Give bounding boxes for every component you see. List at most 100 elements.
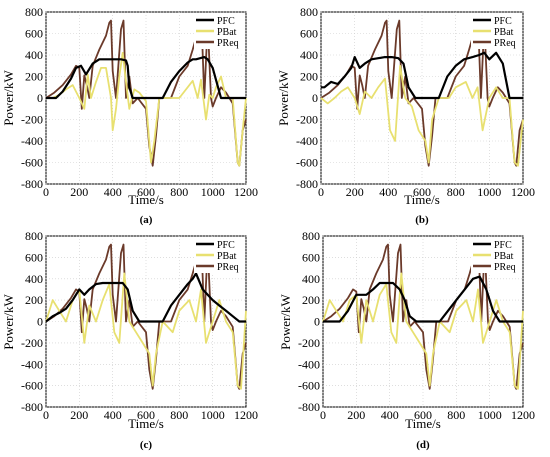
panel-d-xtick-label: 0 [320,408,326,422]
panel-c-caption: (c) [140,439,153,451]
panel-b-ylabel: Power/kW [276,69,291,125]
panel-a-xlabel: Time/s [128,192,164,207]
panel-d-legend-label-pfc: PFC [494,240,512,251]
panel-c-xtick-label: 400 [104,408,122,422]
panel-b-ytick-label: 200 [300,70,318,84]
panel-c-xtick-label: 200 [70,408,88,422]
panel-a-ytick-label: -800 [21,177,43,191]
panel-a-legend-label-preq: PReq [217,38,239,49]
panel-c-series-pfc [45,272,246,323]
panel-d-legend-label-preq: PReq [494,262,516,273]
panel-b-ticks: 0 200 400 600 800 1000 1200 -800 -600 -400 -200 0 20… [296,5,535,199]
panel-c-legend-label-preq: PReq [217,262,239,273]
panel-a-ytick-label: -200 [21,113,43,127]
panel-b-xtick-label: 1000 [477,185,501,199]
panel-d-xtick-label: 200 [347,408,365,422]
panel-c-ytick-label: 800 [25,229,43,243]
panel-d-ticks: 0 200 400 600 800 1000 1200 -800 -600 -400 -200 0 20… [298,229,535,422]
panel-c-xtick-label: 1200 [234,408,258,422]
panel-d-ytick-label: -800 [298,400,320,414]
panel-d-series [322,243,524,390]
panel-b-ytick-label: 800 [300,5,318,19]
panel-c-legend-label-pfc: PFC [217,240,235,251]
panel-a-xtick-label: 600 [137,185,155,199]
panel-d: 0 200 400 600 800 1000 1200 -800 -600 -400 -200 0 20… [278,229,535,451]
panel-b-ytick-label: -400 [296,134,318,148]
panel-a-caption: (a) [140,214,153,226]
panel-b-series-pfc [321,51,523,100]
panel-a-ytick-label: 200 [25,70,43,84]
panel-c-xtick-label: 800 [170,408,188,422]
panel-d-caption: (d) [416,439,430,451]
panel-d-xlabel: Time/s [405,416,441,431]
panel-a-legend-label-pfc: PFC [217,16,235,27]
panel-b-ytick-label: -600 [296,156,318,170]
panel-d-xtick-label: 800 [447,408,465,422]
panel-a-ytick-label: 0 [37,91,43,105]
panel-b-legend-label-pbat: PBat [494,27,514,38]
panel-a-xtick-label: 800 [170,185,188,199]
panel-d-ytick-label: 400 [302,272,320,286]
panel-d-ytick-label: 200 [302,293,320,307]
panel-a-xtick-label: 1200 [234,185,258,199]
panel-a-series [45,19,247,167]
panel-c-xtick-label: 0 [43,408,49,422]
panel-a-xtick-label: 0 [43,185,49,199]
panel-b-ytick-label: 600 [300,27,318,41]
panel-b-xtick-label: 0 [318,185,324,199]
panel-d-series-pfc [323,275,523,323]
panel-a-ytick-label: 400 [25,48,43,62]
panel-b-series-pbat [320,64,524,167]
panel-b-xtick-label: 600 [413,185,431,199]
panel-d-legend-label-pbat: PBat [494,251,514,262]
panel-b-legend-label-preq: PReq [494,38,516,49]
panel-a-ticks: 0 200 400 600 800 1000 1200 -800 -600 -400 -200 0 20… [21,5,258,199]
panel-d-ytick-label: 600 [302,250,320,264]
panel-d-ytick-label: -600 [298,379,320,393]
panel-a-legend-label-pbat: PBat [217,27,237,38]
panel-c-xlabel: Time/s [128,416,164,431]
panel-a-series-pfc [46,55,246,100]
panel-a-xtick-label: 400 [104,185,122,199]
panel-d-xtick-label: 600 [414,408,432,422]
panel-b-series [320,19,524,167]
panel-d-ytick-label: -400 [298,357,320,371]
panel-a-grid [45,11,247,185]
panel-b-xtick-label: 200 [346,185,364,199]
panel-c-ytick-label: -200 [21,336,43,350]
panel-a-xtick-label: 200 [70,185,88,199]
panel-b-ytick-label: -200 [296,113,318,127]
panel-c-ytick-label: 600 [25,250,43,264]
panel-d-ytick-label: -200 [298,336,320,350]
panel-b-xtick-label: 400 [379,185,397,199]
panel-a-xtick-label: 1000 [201,185,225,199]
panel-d-ylabel: Power/kW [278,293,293,349]
panel-c-ytick-label: -400 [21,357,43,371]
panel-c-ytick-label: 400 [25,272,43,286]
panel-c-ticks: 0 200 400 600 800 1000 1200 -800 -600 -400 -200 0 20… [21,229,258,422]
panel-a: 0 200 400 600 800 1000 1200 -800 -600 -400 -200 0 20… [1,5,258,226]
panel-d-xtick-label: 400 [381,408,399,422]
panel-b-ytick-label: -800 [296,177,318,191]
panel-a-ytick-label: 600 [25,27,43,41]
panel-c-series [45,243,247,390]
panel-d-ytick-label: 800 [302,229,320,243]
panel-a-ytick-label: -400 [21,134,43,148]
panel-b-legend-label-pfc: PFC [494,16,512,27]
panel-c-xtick-label: 600 [137,408,155,422]
panel-b-xtick-label: 800 [447,185,465,199]
panel-b: 0 200 400 600 800 1000 1200 -800 -600 -400 -200 0 20… [276,5,535,226]
panel-b-caption: (b) [415,214,429,226]
panel-c-ytick-label: -600 [21,379,43,393]
panel-c-series-pbat [45,272,247,390]
panel-d-xtick-label: 1200 [511,408,535,422]
panel-a-ytick-label: -600 [21,156,43,170]
panel-c-xtick-label: 1000 [201,408,225,422]
panel-b-xtick-label: 1200 [511,185,535,199]
panel-c-ylabel: Power/kW [1,293,16,349]
panel-c: 0 200 400 600 800 1000 1200 -800 -600 -400 -200 0 20… [1,229,258,451]
